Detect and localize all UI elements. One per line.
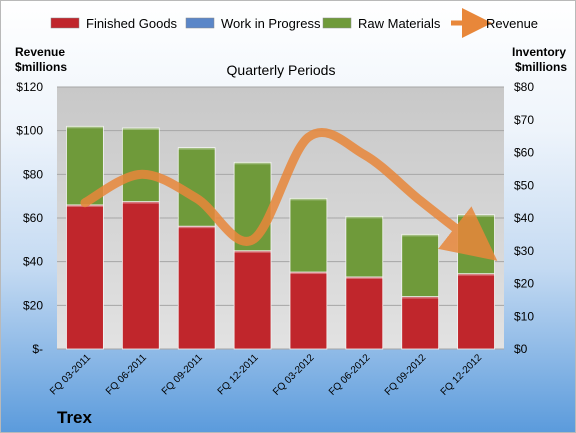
x-tick-label: FQ 09-2011 xyxy=(160,352,205,397)
left-tick-label: $100 xyxy=(16,124,43,138)
bar-finished-goods xyxy=(289,271,328,350)
right-tick-label: $30 xyxy=(514,244,534,258)
left-tick-label: $20 xyxy=(23,298,43,312)
right-tick-label: $40 xyxy=(514,211,534,225)
bar-highlight xyxy=(178,226,216,229)
left-tick-label: $80 xyxy=(23,167,43,181)
right-axis-title-line2: $millions xyxy=(515,60,567,74)
bar-highlight xyxy=(345,216,383,219)
revenue-line xyxy=(80,128,498,261)
bar-highlight xyxy=(457,273,495,276)
right-axis-ticks: $80 $70 $60 $50 $40 $30 $20 $10 $0 xyxy=(514,80,534,356)
bar-highlight xyxy=(178,147,216,150)
bar-raw-materials xyxy=(401,233,440,297)
legend-swatch-finished-goods xyxy=(50,17,80,29)
bar-highlight xyxy=(401,296,439,299)
legend-label: Work in Progress xyxy=(221,16,321,31)
bar-highlight xyxy=(401,234,439,237)
left-tick-label: $60 xyxy=(23,211,43,225)
legend-label: Raw Materials xyxy=(358,16,441,31)
bar-highlight xyxy=(122,201,160,204)
right-tick-label: $80 xyxy=(514,80,534,94)
x-tick-label: FQ 12-2011 xyxy=(216,352,261,397)
left-tick-label: $120 xyxy=(16,80,43,94)
bar-finished-goods xyxy=(401,296,440,350)
right-tick-label: $0 xyxy=(514,342,528,356)
bar-finished-goods xyxy=(121,201,160,350)
x-tick-label: FQ 06-2011 xyxy=(104,352,149,397)
legend: Finished Goods Work in Progress Raw Materi… xyxy=(50,8,538,38)
right-tick-label: $10 xyxy=(514,309,534,323)
right-tick-label: $70 xyxy=(514,113,534,127)
bar-finished-goods xyxy=(66,204,104,350)
bar-finished-goods xyxy=(457,273,495,350)
bar-finished-goods xyxy=(177,225,216,350)
x-tick-label: FQ 03-2011 xyxy=(48,352,93,397)
bar-highlight xyxy=(234,250,272,253)
bar-raw-materials xyxy=(121,127,160,203)
company-name: Trex xyxy=(57,408,93,427)
bar-finished-goods xyxy=(345,276,384,350)
bar-highlight xyxy=(289,272,327,275)
legend-label: Finished Goods xyxy=(86,16,178,31)
x-tick-label: FQ 06-2012 xyxy=(327,352,373,398)
bar-highlight xyxy=(345,276,383,279)
left-axis-title-line1: Revenue xyxy=(15,45,65,59)
x-tick-label: FQ 09-2012 xyxy=(383,352,429,398)
x-axis-ticks: FQ 03-2011 FQ 06-2011 FQ 09-2011 FQ 12-2011… xyxy=(48,352,484,398)
revenue-line-group xyxy=(80,128,498,261)
right-axis-title-line1: Inventory xyxy=(512,45,566,59)
bar-highlight xyxy=(66,126,104,129)
plot-subtitle: Quarterly Periods xyxy=(227,62,336,78)
right-tick-label: $50 xyxy=(514,178,534,192)
bar-highlight xyxy=(234,162,272,165)
left-tick-label: $- xyxy=(32,342,43,356)
left-axis-ticks: $120 $100 $80 $60 $40 $20 $- xyxy=(16,80,43,356)
legend-swatch-raw-materials xyxy=(322,17,352,29)
left-tick-label: $40 xyxy=(23,255,43,269)
bar-raw-materials xyxy=(289,197,328,273)
legend-label: Revenue xyxy=(486,16,538,31)
right-tick-label: $60 xyxy=(514,146,534,160)
x-tick-label: FQ 12-2012 xyxy=(439,352,485,398)
left-axis-title-line2: $millions xyxy=(15,60,67,74)
x-tick-label: FQ 03-2012 xyxy=(271,352,317,398)
bar-highlight xyxy=(457,214,495,217)
bar-raw-materials xyxy=(345,215,384,278)
bar-highlight xyxy=(122,127,160,130)
bars-group xyxy=(66,125,495,350)
right-tick-label: $20 xyxy=(514,277,534,291)
bar-highlight xyxy=(289,198,327,201)
bar-finished-goods xyxy=(233,250,272,350)
legend-swatch-work-in-progress xyxy=(185,17,215,29)
